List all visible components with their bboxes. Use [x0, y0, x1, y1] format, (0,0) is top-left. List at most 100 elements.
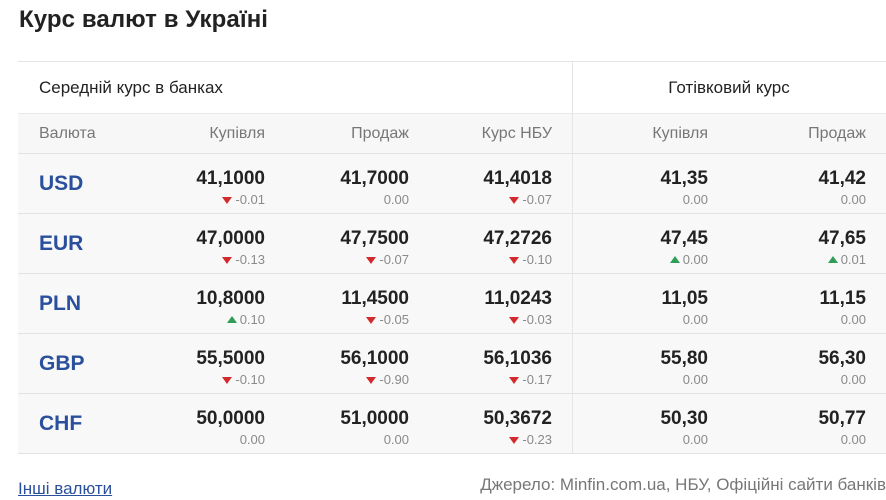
source-note: Джерело: Minfin.com.ua, НБУ, Офіційні са…	[480, 475, 886, 494]
change-text: -0.10	[235, 372, 265, 387]
column-header-nbu: Курс НБУ	[481, 125, 552, 142]
arrow-down-icon	[509, 377, 520, 384]
change-text: -0.07	[379, 252, 409, 267]
sell-value: 41,7000	[340, 168, 409, 189]
table-row: GBP 55,5000 -0.10 56,1000 -0.90 56,1036 -0.17 5…	[18, 334, 886, 394]
change-text: -0.07	[522, 192, 552, 207]
column-divider	[572, 62, 573, 454]
buy-change: -0.10	[222, 372, 265, 387]
arrow-down-icon	[222, 257, 233, 264]
currency-link[interactable]: EUR	[39, 232, 84, 255]
nbu-change: -0.17	[509, 372, 552, 387]
change-text: -0.10	[522, 252, 552, 267]
cash-buy-change: 0.00	[669, 252, 708, 267]
nbu-value: 41,4018	[483, 168, 552, 189]
arrow-down-icon	[509, 257, 520, 264]
arrow-down-icon	[509, 317, 520, 324]
arrow-up-icon	[226, 316, 237, 323]
column-header-cash-sell: Продаж	[808, 125, 866, 142]
cash-buy-value: 11,05	[661, 288, 709, 309]
cash-buy-change: 0.00	[683, 312, 708, 327]
page-title: Курс валют в Україні	[19, 6, 269, 33]
sell-value: 56,1000	[340, 348, 409, 369]
change-text: 0.00	[682, 432, 708, 447]
arrow-down-icon	[366, 317, 377, 324]
sell-value: 11,4500	[341, 288, 409, 309]
cash-sell-value: 56,30	[818, 348, 866, 369]
sell-change: -0.05	[366, 312, 409, 327]
currency-link[interactable]: PLN	[39, 292, 81, 315]
sell-change: -0.90	[366, 372, 409, 387]
nbu-value: 47,2726	[483, 228, 552, 249]
change-text: 0.00	[840, 432, 866, 447]
other-currencies-link[interactable]: Інші валюти	[18, 479, 113, 498]
change-text: -0.13	[235, 252, 265, 267]
change-text: 0.00	[682, 192, 708, 207]
cash-buy-value: 55,80	[660, 348, 708, 369]
cash-sell-change: 0.00	[841, 372, 866, 387]
cash-sell-value: 50,77	[818, 408, 866, 429]
table-header: Валюта Купівля Продаж Курс НБУ Купівля П…	[18, 113, 886, 154]
buy-value: 10,8000	[196, 288, 265, 309]
change-text: 0.00	[840, 192, 866, 207]
cash-buy-value: 47,45	[660, 228, 708, 249]
change-text: -0.01	[235, 192, 265, 207]
sell-value: 47,7500	[340, 228, 409, 249]
buy-change: -0.01	[222, 192, 265, 207]
change-text: 0.00	[383, 432, 409, 447]
change-text: -0.23	[522, 432, 552, 447]
change-text: -0.03	[522, 312, 552, 327]
nbu-change: -0.10	[509, 252, 552, 267]
nbu-change: -0.07	[509, 192, 552, 207]
group-average-rate: Середній курс в банках	[39, 78, 223, 97]
sell-change: 0.00	[384, 432, 409, 447]
sell-change: -0.07	[366, 252, 409, 267]
table-row: USD 41,1000 -0.01 41,7000 0.00 41,4018 -0.07 41…	[18, 154, 886, 214]
buy-change: 0.00	[240, 432, 265, 447]
arrow-up-icon	[669, 256, 680, 263]
cash-buy-change: 0.00	[683, 372, 708, 387]
cash-sell-value: 47,65	[818, 228, 866, 249]
cash-buy-value: 50,30	[660, 408, 708, 429]
change-text: 0.10	[239, 312, 265, 327]
cash-sell-change: 0.00	[841, 312, 866, 327]
nbu-change: -0.03	[509, 312, 552, 327]
arrow-down-icon	[366, 257, 377, 264]
buy-value: 47,0000	[196, 228, 265, 249]
change-text: 0.00	[682, 312, 708, 327]
sell-value: 51,0000	[340, 408, 409, 429]
arrow-down-icon	[509, 437, 520, 444]
cash-buy-value: 41,35	[660, 168, 708, 189]
cash-sell-value: 41,42	[818, 168, 866, 189]
group-cash-rate: Готівковий курс	[668, 78, 790, 97]
currency-link[interactable]: GBP	[39, 352, 85, 375]
cash-buy-change: 0.00	[683, 432, 708, 447]
cash-sell-change: 0.01	[827, 252, 866, 267]
nbu-value: 50,3672	[483, 408, 552, 429]
change-text: 0.00	[383, 192, 409, 207]
currency-link[interactable]: CHF	[39, 412, 83, 435]
arrow-down-icon	[222, 377, 233, 384]
table-row: CHF 50,0000 0.00 51,0000 0.00 50,3672 -0.23 50,…	[18, 394, 886, 454]
change-text: -0.90	[379, 372, 409, 387]
arrow-down-icon	[366, 377, 377, 384]
column-header-sell: Продаж	[351, 125, 409, 142]
cash-sell-change: 0.00	[841, 432, 866, 447]
change-text: -0.05	[379, 312, 409, 327]
arrow-down-icon	[509, 197, 520, 204]
table-row: PLN 10,8000 0.10 11,4500 -0.05 11,0243 -0.03 11…	[18, 274, 886, 334]
divider	[18, 61, 886, 62]
nbu-value: 56,1036	[483, 348, 552, 369]
change-text: 0.00	[239, 432, 265, 447]
arrow-up-icon	[827, 256, 838, 263]
column-header-currency: Валюта	[39, 125, 96, 142]
change-text: 0.00	[682, 372, 708, 387]
column-header-buy: Купівля	[209, 125, 265, 142]
change-text: 0.00	[840, 372, 866, 387]
change-text: 0.00	[682, 252, 708, 267]
buy-value: 41,1000	[196, 168, 265, 189]
buy-change: -0.13	[222, 252, 265, 267]
column-header-cash-buy: Купівля	[652, 125, 708, 142]
currency-link[interactable]: USD	[39, 172, 84, 195]
change-text: -0.17	[522, 372, 552, 387]
